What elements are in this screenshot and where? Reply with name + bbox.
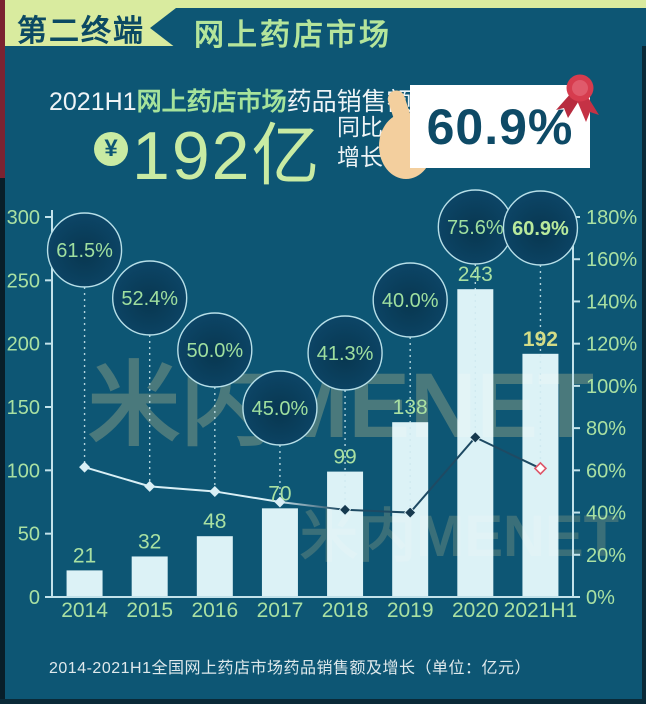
growth-label-line2: 增长 [337,144,383,170]
line-marker-2016 [209,485,221,497]
bar-value-label: 21 [73,544,96,567]
growth-bubble-2015 [111,260,188,336]
x-axis-label-2019: 2019 [387,599,434,622]
growth-bubble-2017 [242,370,318,446]
right-axis-label: 160% [586,249,637,271]
x-axis-label-2017: 2017 [257,599,304,622]
medal-icon [556,72,604,129]
growth-bubble-label: 40.0% [382,290,439,312]
right-edge-strip [642,46,646,704]
right-axis-label: 20% [586,545,626,567]
headline-market: 网上药店市场 [136,88,287,116]
growth-bubble-label: 61.5% [56,240,113,262]
left-axis-label: 150 [7,397,40,419]
right-axis-label: 180% [586,207,637,229]
left-axis-label: 250 [7,270,40,292]
bar-2014 [66,570,103,597]
bar-value-label: 99 [333,446,356,469]
left-axis-label: 100 [7,460,40,482]
growth-bubble-label: 52.4% [121,288,178,310]
right-axis-label: 80% [586,418,626,440]
x-axis-label-2020: 2020 [452,599,499,622]
line-marker-2021H1 [533,461,548,476]
right-axis-label: 100% [586,376,637,398]
sales-amount-value: 192亿 [132,118,322,194]
x-axis-label-2015: 2015 [126,599,173,622]
growth-bubble-2021H1 [502,190,579,266]
growth-label: 同比 增长 [337,112,383,172]
left-axis-label: 300 [7,207,40,229]
bottom-edge-strip [0,699,646,704]
right-axis-label: 40% [586,503,626,525]
growth-value: 60.9% [426,98,574,155]
growth-bubble-label: 41.3% [317,343,374,365]
page-title: 网上药店市场 [194,19,392,52]
x-axis-label-2014: 2014 [61,599,108,622]
growth-bubble-2019 [372,262,448,338]
left-axis-label: 0 [29,587,40,609]
growth-bubble-2014 [46,212,123,288]
right-axis-label: 120% [586,334,637,356]
right-axis-label: 60% [586,460,626,482]
x-axis-label-2016: 2016 [191,599,238,622]
x-axis-label-2021H1: 2021H1 [504,599,578,622]
growth-bubble-label: 75.6% [447,217,504,239]
growth-bubble-2016 [177,312,253,388]
left-edge-red-strip [0,0,5,178]
bar-value-label: 32 [138,530,161,553]
watermark-2: 米内MENET [300,504,619,569]
right-axis-label: 0% [586,587,615,609]
bar-2017 [261,508,298,597]
bar-value-label: 243 [458,263,493,286]
bar-2016 [196,536,233,597]
bar-value-label: 48 [203,510,226,533]
header-ribbon: 第二终端 网上药店市场 [5,0,646,48]
x-axis-label-2018: 2018 [322,599,369,622]
left-axis-label: 50 [18,524,40,546]
growth-bubble-2018 [307,315,383,391]
line-marker-2017 [274,496,286,508]
line-marker-2018 [338,503,352,516]
growth-bubble-label: 50.0% [186,340,243,362]
headline-prefix: 2021H1 [49,88,137,116]
title-panel: 网上药店市场 [150,8,646,48]
line-marker-2014 [79,461,91,473]
line-marker-2020 [469,431,482,444]
bar-value-label: 192 [523,328,558,351]
left-axis-label: 200 [7,334,40,356]
bar-2015 [131,556,168,597]
yen-icon: ¥ [94,132,128,166]
line-marker-2019 [404,506,417,519]
right-axis-label: 140% [586,291,637,313]
growth-bubble-label: 45.0% [252,398,309,420]
section-badge: 第二终端 [17,15,145,48]
growth-bubble-label: 60.9% [512,218,569,240]
bar-value-label: 138 [393,396,428,419]
left-edge-dark-strip [0,178,5,704]
growth-value-box: 60.9% [410,85,590,168]
bar-value-label: 70 [268,482,291,505]
line-marker-2015 [144,480,156,492]
bar-2021H1 [522,353,559,597]
growth-line [84,436,541,514]
chart-caption: 2014-2021H1全国网上药店市场药品销售额及增长（单位：亿元） [49,660,531,677]
growth-label-line1: 同比 [337,114,383,140]
